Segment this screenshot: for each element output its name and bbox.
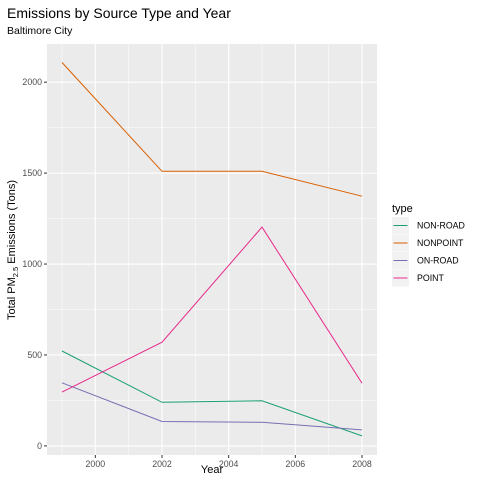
y-axis-title-suffix: Emissions (Tons): [6, 180, 18, 267]
series-line-non-road: [61, 350, 363, 437]
axis-ticks: [44, 81, 363, 458]
legend-label-point: POINT: [417, 273, 445, 283]
legend-label-on-road: ON-ROAD: [417, 256, 459, 266]
y-tick-label: 1000: [22, 259, 42, 269]
y-tick-label: 1500: [22, 168, 42, 178]
legend-label-non-road: NON-ROAD: [417, 221, 465, 231]
plot-panel: [47, 44, 377, 455]
x-tick-label: 2002: [152, 459, 172, 469]
x-tick-label: 2006: [286, 459, 306, 469]
series-line-point: [61, 226, 363, 393]
y-tick-label: 0: [37, 441, 42, 451]
grid-minor: [47, 44, 377, 455]
y-tick-label: 2000: [22, 77, 42, 87]
series-line-on-road: [61, 382, 363, 431]
chart-subtitle: Baltimore City: [7, 25, 73, 37]
legend-title: type: [392, 203, 413, 215]
x-axis-title: Year: [201, 464, 224, 476]
x-tick-label: 2008: [352, 459, 372, 469]
y-tick-labels: 0 500 1000 1500 2000: [22, 77, 42, 451]
y-axis-title: Total PM2.5 Emissions (Tons): [6, 180, 20, 320]
chart-title: Emissions by Source Type and Year: [7, 5, 231, 21]
legend-label-nonpoint: NONPOINT: [417, 238, 464, 248]
x-tick-label: 2000: [86, 459, 106, 469]
x-tick-label: 2004: [219, 459, 239, 469]
grid-major: [47, 44, 377, 455]
y-axis-title-prefix: Total PM: [6, 277, 18, 320]
series-line-nonpoint: [61, 62, 363, 197]
x-tick-labels: 2000 2002 2004 2006 2008: [86, 459, 372, 469]
y-axis-title-subscript: 2.5: [11, 267, 20, 277]
legend: NON-ROAD NONPOINT ON-ROAD POINT: [392, 217, 465, 287]
series-lines: [61, 62, 363, 437]
y-tick-label: 500: [27, 350, 42, 360]
